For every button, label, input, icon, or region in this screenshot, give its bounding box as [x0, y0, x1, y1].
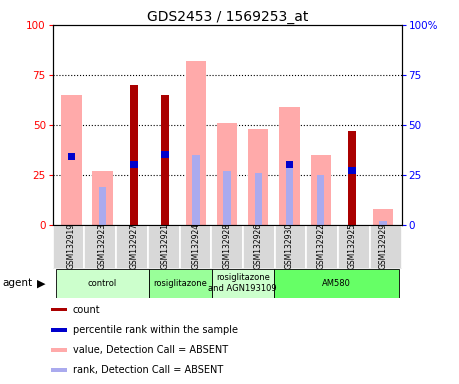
Bar [84, 225, 116, 269]
Text: control: control [88, 279, 117, 288]
Text: GSM132927: GSM132927 [129, 223, 138, 269]
Bar [148, 225, 179, 269]
Bar [370, 225, 402, 269]
Text: GSM132925: GSM132925 [347, 223, 356, 269]
Text: rosiglitazone
and AGN193109: rosiglitazone and AGN193109 [208, 273, 277, 293]
Bar [348, 131, 356, 225]
Bar [62, 95, 82, 225]
Text: rank, Detection Call = ABSENT: rank, Detection Call = ABSENT [73, 365, 223, 375]
Text: GSM132928: GSM132928 [223, 223, 232, 269]
Bar [186, 61, 206, 225]
Text: GSM132919: GSM132919 [67, 223, 76, 269]
Bar [224, 171, 231, 225]
Bar [51, 308, 67, 311]
Text: count: count [73, 305, 101, 314]
Bar [116, 225, 148, 269]
Bar [275, 225, 307, 269]
Bar [373, 209, 393, 225]
Text: value, Detection Call = ABSENT: value, Detection Call = ABSENT [73, 345, 228, 355]
Bar [248, 129, 269, 225]
Text: GSM132921: GSM132921 [160, 223, 169, 269]
Text: GSM132924: GSM132924 [191, 223, 201, 269]
Text: agent: agent [2, 278, 33, 288]
Bar [161, 95, 169, 225]
Text: GSM132922: GSM132922 [316, 223, 325, 269]
Bar [348, 167, 356, 174]
Bar [285, 161, 293, 168]
Bar [274, 269, 398, 298]
Bar [179, 225, 211, 269]
Bar [285, 167, 293, 225]
Bar [311, 155, 331, 225]
Bar [51, 328, 67, 331]
Bar [211, 225, 243, 269]
Text: AM580: AM580 [322, 279, 351, 288]
Bar [243, 225, 275, 269]
Text: GSM132926: GSM132926 [254, 223, 263, 269]
Text: rosiglitazone: rosiglitazone [154, 279, 207, 288]
Bar [99, 187, 106, 225]
Bar [217, 123, 237, 225]
Bar [149, 269, 212, 298]
Bar [56, 269, 149, 298]
Bar [93, 171, 113, 225]
Bar [280, 107, 300, 225]
Bar [192, 155, 200, 225]
Text: ▶: ▶ [37, 278, 45, 288]
Text: percentile rank within the sample: percentile rank within the sample [73, 325, 238, 335]
Bar [379, 221, 387, 225]
Text: GSM132930: GSM132930 [285, 223, 294, 269]
Text: GSM132923: GSM132923 [98, 223, 107, 269]
Bar [130, 161, 138, 168]
Bar [317, 175, 325, 225]
Bar [51, 368, 67, 372]
Bar [212, 269, 274, 298]
Bar [51, 348, 67, 352]
Bar [338, 225, 370, 269]
Bar [307, 225, 338, 269]
Bar [53, 225, 84, 269]
Bar [130, 85, 138, 225]
Bar [67, 153, 75, 160]
Bar [254, 173, 262, 225]
Bar [161, 151, 169, 158]
Title: GDS2453 / 1569253_at: GDS2453 / 1569253_at [146, 10, 308, 24]
Text: GSM132929: GSM132929 [378, 223, 387, 269]
